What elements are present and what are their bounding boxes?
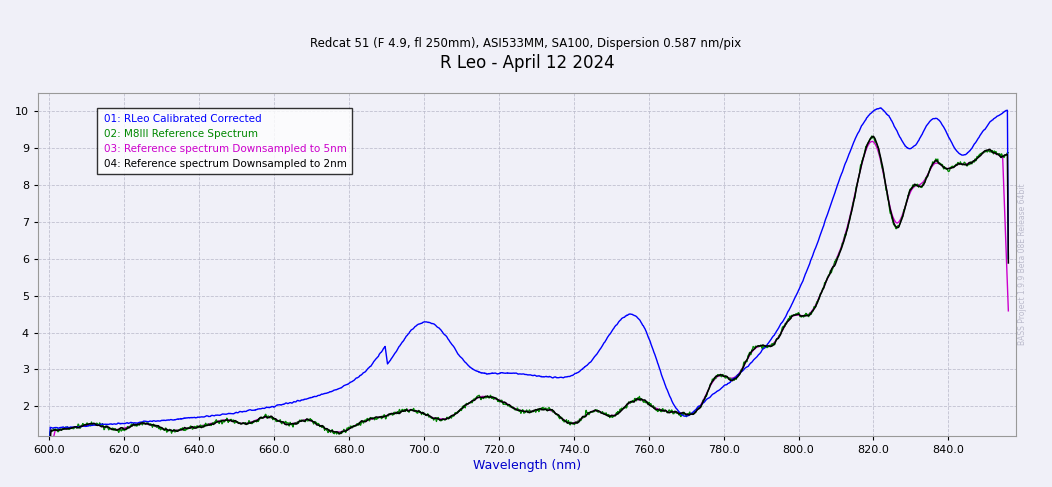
X-axis label: Wavelength (nm): Wavelength (nm) [473, 459, 581, 472]
Title: R Leo - April 12 2024: R Leo - April 12 2024 [440, 54, 614, 72]
Text: BASS Project 1.9.9 Beta 08E Release 64bit: BASS Project 1.9.9 Beta 08E Release 64bi… [1017, 184, 1027, 345]
Legend: 01: RLeo Calibrated Corrected, 02: M8III Reference Spectrum, 03: Reference spect: 01: RLeo Calibrated Corrected, 02: M8III… [97, 109, 352, 174]
Text: Redcat 51 (F 4.9, fl 250mm), ASI533MM, SA100, Dispersion 0.587 nm/pix: Redcat 51 (F 4.9, fl 250mm), ASI533MM, S… [310, 37, 742, 50]
